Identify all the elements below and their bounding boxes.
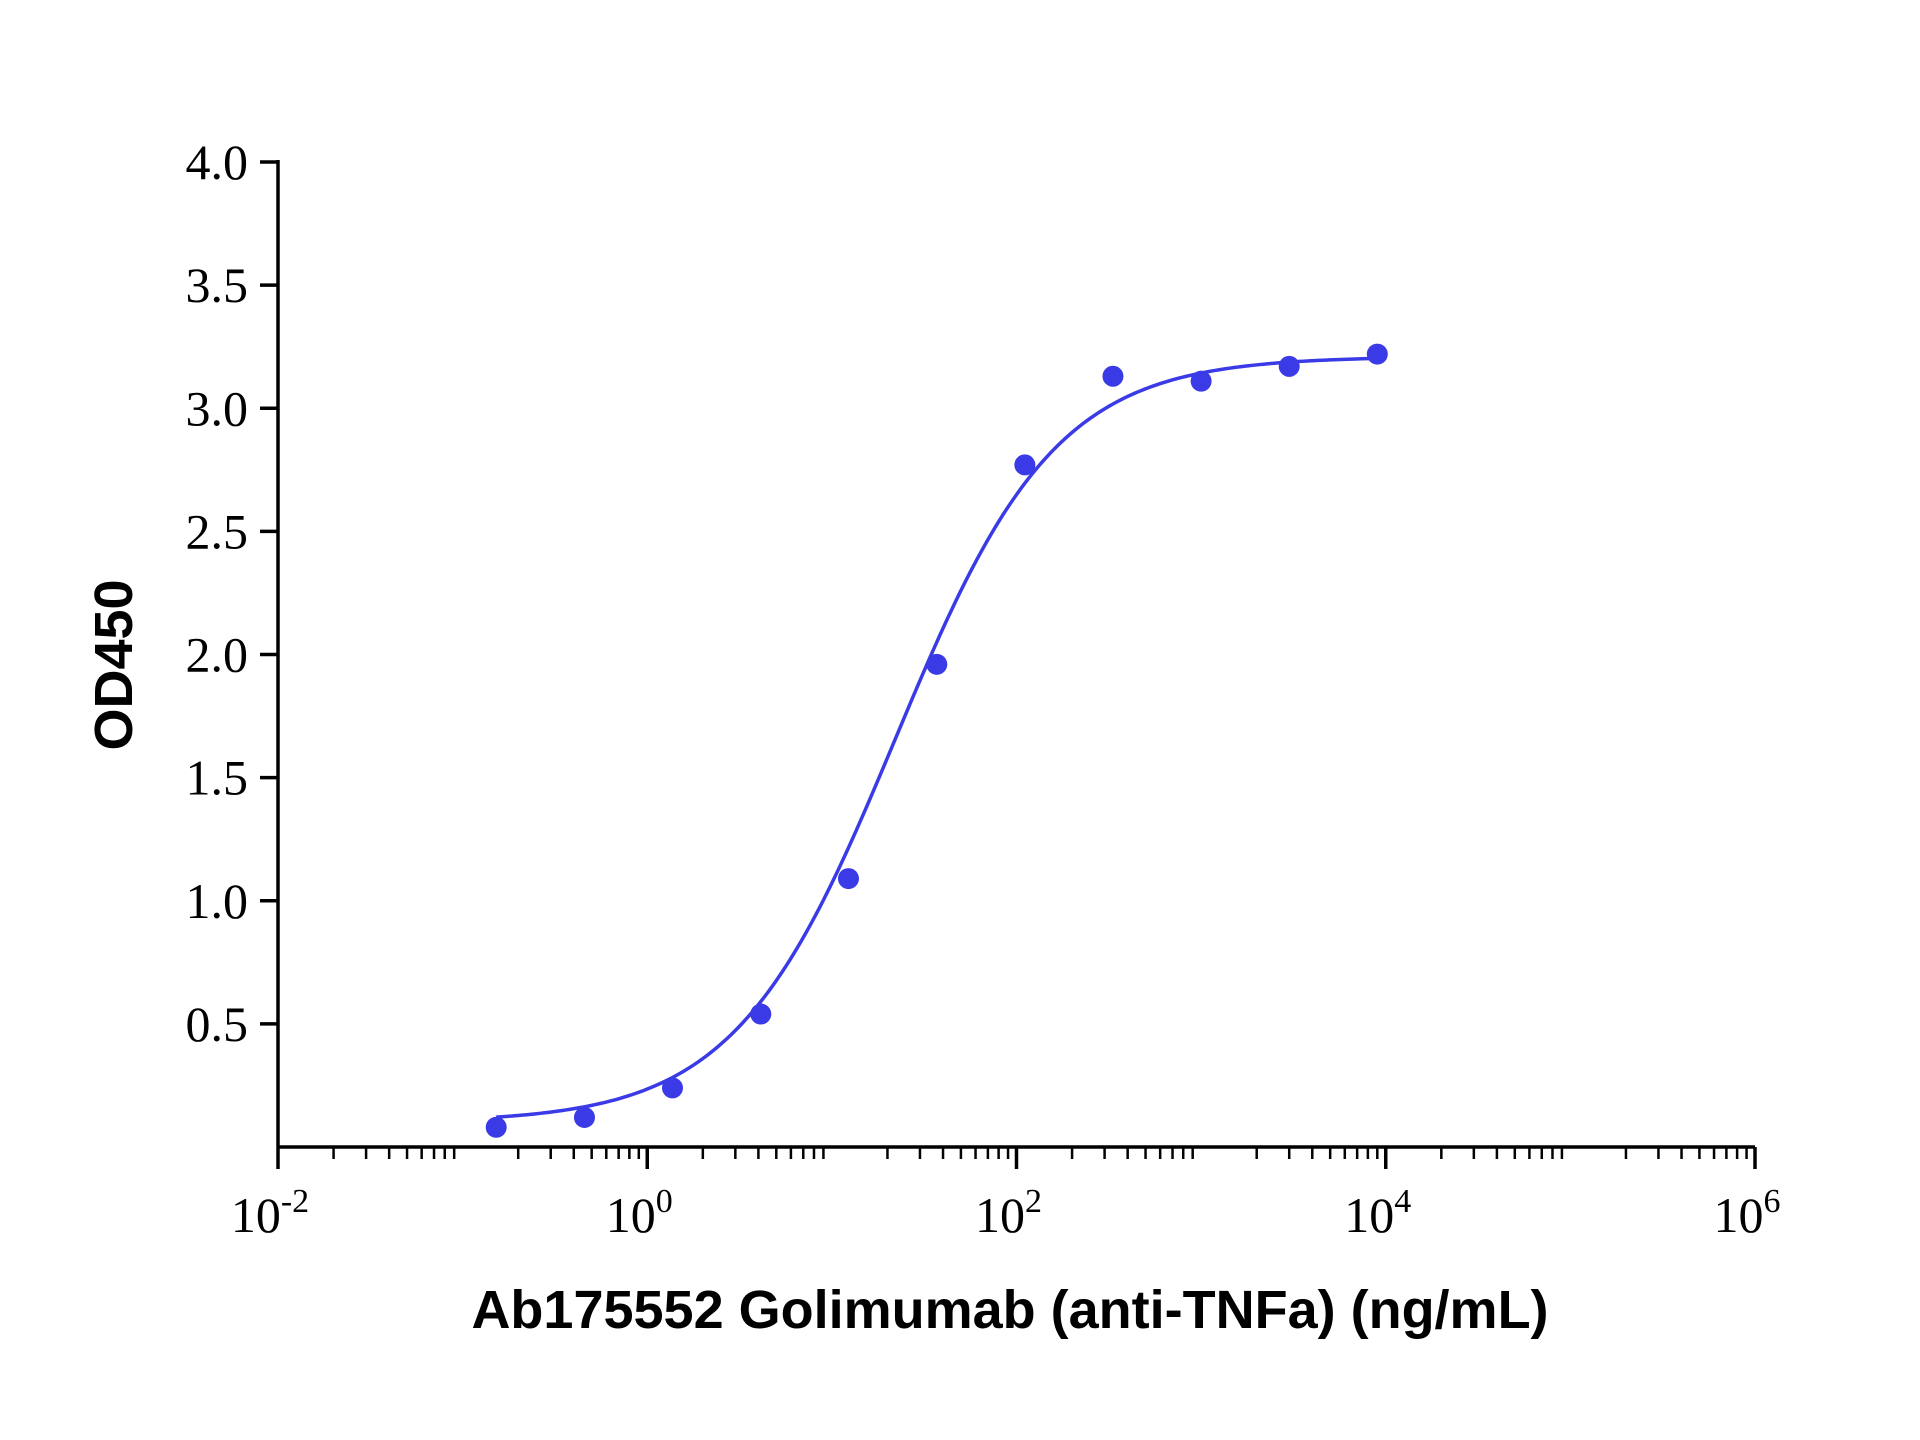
data-point: [1190, 370, 1212, 392]
data-point: [661, 1077, 683, 1099]
data-point: [1102, 365, 1124, 387]
x-tick-label: 100: [606, 1183, 673, 1243]
y-tick-label: 2.0: [186, 627, 249, 683]
x-tick-label: 102: [975, 1183, 1042, 1243]
y-tick-label: 3.5: [186, 257, 249, 313]
data-point: [573, 1106, 595, 1128]
fit-curves: [496, 356, 1378, 1119]
y-ticks: 0.5 1.0 1.5 2.0 2.5 3.0 3.5 4.0: [186, 134, 278, 1052]
data-point: [485, 1116, 507, 1138]
y-tick-label: 0.5: [186, 996, 249, 1052]
fit-curve: [496, 356, 1378, 1119]
x-ticks: 10-2 100 102 104 106: [231, 1147, 1781, 1243]
x-tick-label: 106: [1714, 1183, 1781, 1243]
y-axis-label: OD450: [84, 579, 144, 750]
x-axis-label: Ab175552 Golimumab (anti-TNFa) (ng/mL): [471, 1280, 1548, 1340]
x-tick-label: 10-2: [231, 1183, 309, 1243]
data-point: [1014, 454, 1036, 476]
x-tick-label: 104: [1344, 1183, 1411, 1243]
data-points: [485, 343, 1388, 1138]
data-point: [750, 1003, 772, 1025]
data-point: [926, 653, 948, 675]
data-point: [1278, 355, 1300, 377]
y-tick-label: 4.0: [186, 134, 249, 190]
y-tick-label: 1.0: [186, 873, 249, 929]
y-tick-label: 1.5: [186, 750, 249, 806]
data-point: [837, 868, 859, 890]
y-tick-label: 3.0: [186, 380, 249, 436]
y-tick-label: 2.5: [186, 503, 249, 559]
axes: [276, 160, 1755, 1149]
data-point: [1366, 343, 1388, 365]
